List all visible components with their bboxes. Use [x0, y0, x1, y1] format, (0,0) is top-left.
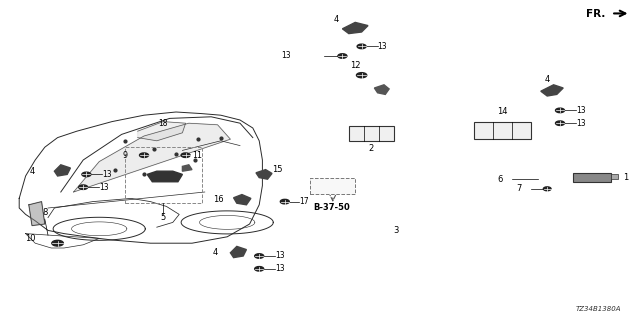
Bar	[349, 126, 394, 141]
Circle shape	[181, 153, 190, 157]
Circle shape	[357, 44, 366, 49]
Circle shape	[140, 153, 148, 157]
Polygon shape	[234, 195, 251, 205]
Text: 4: 4	[212, 248, 218, 257]
Text: 9: 9	[123, 151, 128, 160]
Bar	[310, 178, 355, 194]
Text: 13: 13	[275, 252, 285, 260]
Polygon shape	[138, 122, 186, 141]
Text: 18: 18	[159, 119, 168, 128]
Polygon shape	[54, 165, 70, 176]
Circle shape	[556, 121, 564, 125]
Bar	[573, 173, 611, 182]
Text: 7: 7	[516, 184, 522, 193]
Circle shape	[543, 187, 551, 191]
Polygon shape	[541, 85, 563, 96]
Circle shape	[556, 108, 564, 113]
Text: 17: 17	[299, 197, 308, 206]
Circle shape	[338, 54, 347, 58]
Text: FR.: FR.	[586, 9, 605, 20]
Bar	[611, 174, 618, 179]
Bar	[474, 122, 531, 139]
Circle shape	[255, 254, 264, 258]
Text: 8: 8	[42, 208, 47, 217]
Text: B-37-50: B-37-50	[314, 204, 350, 212]
Circle shape	[79, 185, 88, 189]
Circle shape	[255, 267, 264, 271]
Polygon shape	[74, 123, 230, 192]
Circle shape	[280, 199, 289, 204]
Polygon shape	[29, 202, 45, 226]
Polygon shape	[182, 165, 192, 171]
Text: 14: 14	[497, 108, 508, 116]
Text: 2: 2	[369, 144, 374, 153]
Text: 10: 10	[25, 234, 35, 243]
Text: 4: 4	[334, 15, 339, 24]
Text: 13: 13	[378, 42, 387, 51]
Circle shape	[356, 73, 367, 78]
Text: 12: 12	[350, 61, 360, 70]
Polygon shape	[374, 85, 389, 94]
Text: 13: 13	[576, 119, 586, 128]
Bar	[125, 147, 202, 203]
Text: 13: 13	[282, 52, 291, 60]
Text: 13: 13	[275, 264, 285, 273]
Text: 13: 13	[576, 106, 586, 115]
Text: 1: 1	[623, 173, 628, 182]
Circle shape	[82, 172, 91, 177]
Text: 5: 5	[161, 213, 166, 222]
Polygon shape	[256, 170, 272, 179]
Text: 4: 4	[30, 167, 35, 176]
Polygon shape	[342, 22, 368, 34]
Text: 13: 13	[99, 183, 109, 192]
Text: TZ34B1380A: TZ34B1380A	[575, 306, 621, 312]
Polygon shape	[147, 171, 182, 182]
Polygon shape	[230, 246, 246, 258]
Text: 15: 15	[272, 165, 282, 174]
Text: 4: 4	[545, 76, 550, 84]
Text: 16: 16	[213, 196, 224, 204]
Circle shape	[52, 240, 63, 246]
Text: 13: 13	[102, 170, 112, 179]
Text: 6: 6	[497, 175, 502, 184]
Text: 3: 3	[393, 226, 398, 235]
Text: 11: 11	[192, 151, 202, 160]
